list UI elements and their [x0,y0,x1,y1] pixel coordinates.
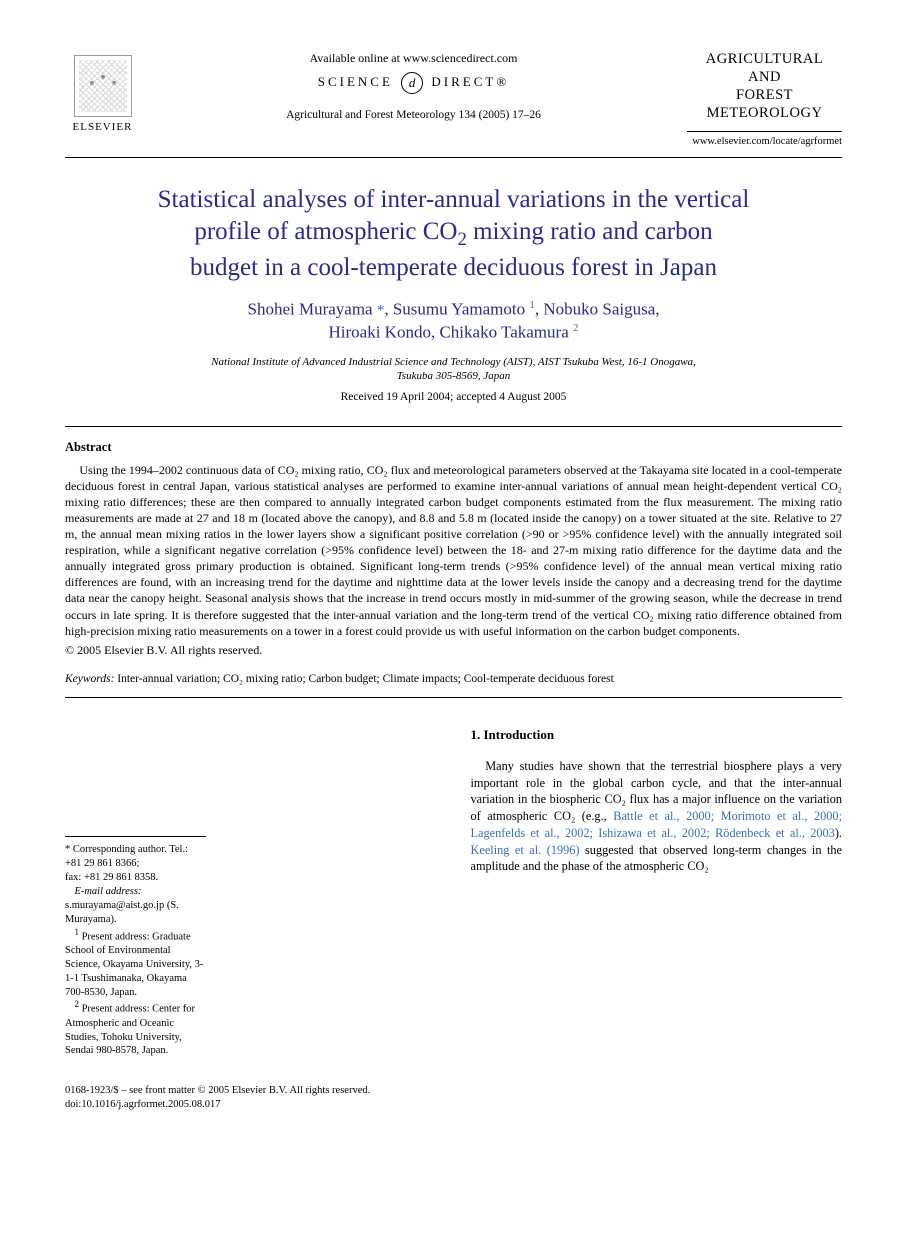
author-2-mark: 1 [529,299,535,311]
title-co2-sub: 2 [457,229,466,250]
footnote-2-text: Present address: Center for Atmospheric … [65,1004,195,1057]
elsevier-label: ELSEVIER [73,120,133,135]
journal-title-box: AGRICULTURAL AND FOREST METEOROLOGY www.… [687,50,842,149]
author-2: Susumu Yamamoto [393,299,525,318]
sd-left: SCIENCE [318,74,393,89]
left-column: * Corresponding author. Tel.: +81 29 861… [65,726,437,1058]
abstract-heading: Abstract [65,439,842,456]
page-header: ELSEVIER Available online at www.science… [65,50,842,149]
elsevier-tree-icon [74,55,132,117]
author-5-mark: 2 [573,322,579,334]
journal-name: AGRICULTURAL AND FOREST METEOROLOGY [687,50,842,132]
footer-issn: 0168-1923/$ – see front matter © 2005 El… [65,1084,370,1098]
right-column: 1. Introduction Many studies have shown … [471,726,843,1058]
footer-left: 0168-1923/$ – see front matter © 2005 El… [65,1084,370,1111]
keywords: Keywords: Inter-annual variation; CO₂ mi… [65,672,842,688]
keywords-text: Inter-annual variation; CO₂ mixing ratio… [114,673,613,685]
abstract-copyright: © 2005 Elsevier B.V. All rights reserved… [65,642,842,658]
corr-label: * Corresponding author. Tel.: +81 29 861… [65,844,188,869]
author-1-mark: * [377,302,385,318]
title-line-1: Statistical analyses of inter-annual var… [158,186,750,213]
journal-name-l1: AGRICULTURAL [706,51,823,67]
two-column-region: * Corresponding author. Tel.: +81 29 861… [65,726,842,1058]
corr-email: E-mail address: s.murayama@aist.go.jp (S… [65,885,206,927]
sciencedirect-logo: SCIENCE d DIRECT® [150,72,677,94]
header-rule [65,157,842,158]
available-online-text: Available online at www.sciencedirect.co… [150,50,677,66]
footnote-1-text: Present address: Graduate School of Envi… [65,931,203,997]
author-1: Shohei Murayama [247,299,372,318]
author-5: Chikako Takamura [439,323,568,342]
journal-reference: Agricultural and Forest Meteorology 134 … [150,108,677,124]
author-3: Nobuko Saigusa [543,299,655,318]
author-list: Shohei Murayama *, Susumu Yamamoto 1, No… [65,298,842,345]
footer-doi: doi:10.1016/j.agrformet.2005.08.017 [65,1098,370,1112]
affiliation: National Institute of Advanced Industria… [65,355,842,384]
page-footer: 0168-1923/$ – see front matter © 2005 El… [65,1084,842,1111]
affiliation-l2: Tsukuba 305-8569, Japan [397,370,511,382]
footnote-1: 1 Present address: Graduate School of En… [65,927,206,1000]
abstract-bottom-rule [65,697,842,698]
affiliation-l1: National Institute of Advanced Industria… [211,356,696,368]
sd-right: DIRECT® [431,74,509,89]
elsevier-logo: ELSEVIER [65,50,140,135]
corr-fax: fax: +81 29 861 8358. [65,871,206,885]
email-value: s.murayama@aist.go.jp (S. Murayama). [65,900,179,925]
journal-name-l3: FOREST [736,87,793,103]
article-title: Statistical analyses of inter-annual var… [65,184,842,284]
footnotes-block: * Corresponding author. Tel.: +81 29 861… [65,836,206,1058]
keywords-label: Keywords: [65,673,114,685]
sd-glyph-icon: d [401,72,423,94]
abstract-top-rule [65,426,842,427]
journal-name-l2: AND [748,69,781,85]
author-4: Hiroaki Kondo [329,323,431,342]
email-label: E-mail address: [74,886,141,897]
intro-body: Many studies have shown that the terrest… [471,758,843,875]
article-dates: Received 19 April 2004; accepted 4 Augus… [65,390,842,406]
header-center: Available online at www.sciencedirect.co… [140,50,687,124]
intro-text-mid: ). [835,826,842,840]
footnote-2: 2 Present address: Center for Atmospheri… [65,999,206,1058]
intro-ref-keeling[interactable]: Keeling et al. (1996) [471,843,580,857]
corresponding-author: * Corresponding author. Tel.: +81 29 861… [65,843,206,871]
title-line-2b: mixing ratio and carbon [467,218,713,245]
journal-name-l4: METEOROLOGY [707,105,823,121]
title-line-2a: profile of atmospheric CO [194,218,457,245]
intro-heading: 1. Introduction [471,726,843,744]
abstract-body: Using the 1994–2002 continuous data of C… [65,462,842,639]
journal-url: www.elsevier.com/locate/agrformet [687,135,842,149]
title-line-3: budget in a cool-temperate deciduous for… [190,254,717,281]
